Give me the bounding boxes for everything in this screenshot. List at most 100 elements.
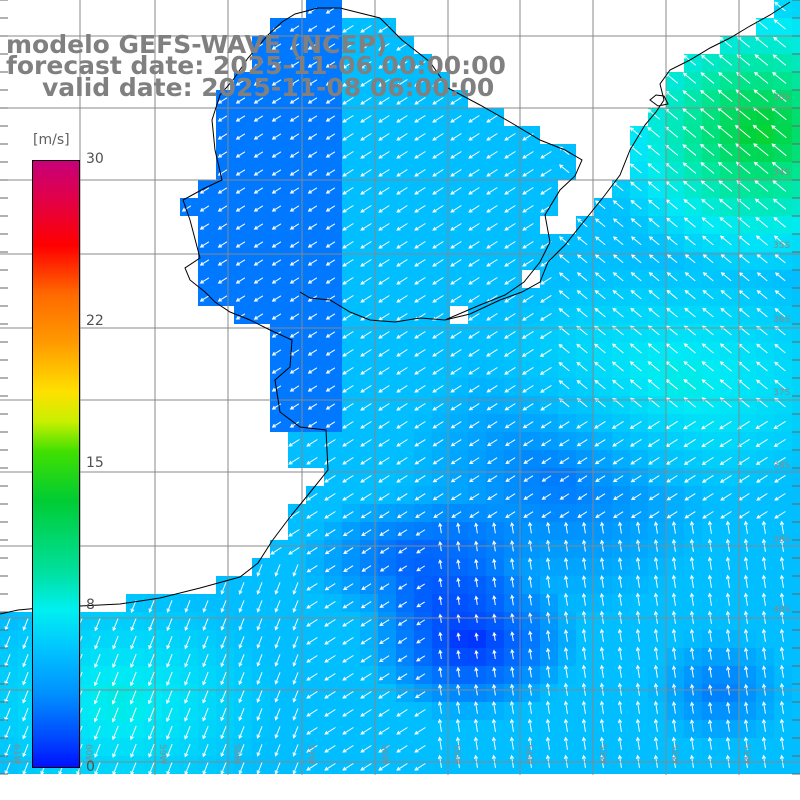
wind-arrow [432, 331, 444, 339]
wind-arrow [148, 635, 155, 650]
wind-arrow [629, 343, 642, 354]
wind-arrow [635, 646, 641, 660]
wind-arrow [274, 744, 281, 757]
wind-arrow [599, 736, 605, 750]
wind-arrow [756, 253, 768, 264]
wind-arrow [414, 331, 426, 339]
wind-arrow [611, 361, 624, 372]
wind-arrow [292, 582, 299, 595]
wind-arrow [647, 379, 660, 390]
wind-arrow [755, 438, 768, 448]
wind-cell [792, 360, 800, 378]
wind-arrow [111, 671, 119, 687]
wind-arrow [238, 672, 245, 686]
wind-arrow [379, 529, 390, 536]
wind-arrow [342, 439, 354, 447]
wind-arrow [545, 557, 551, 570]
wind-arrow [648, 457, 660, 465]
wind-arrow [630, 254, 642, 264]
wind-arrow [432, 367, 444, 375]
wind-cell [792, 450, 800, 468]
wind-arrow [325, 385, 336, 392]
wind-arrow [414, 61, 426, 69]
wind-arrow [612, 272, 624, 282]
wind-arrow [540, 421, 552, 429]
wind-arrow [148, 618, 155, 632]
wind-arrow [599, 700, 605, 714]
wind-arrow [238, 618, 245, 631]
wind-arrow [743, 736, 749, 750]
wind-arrow [576, 290, 588, 300]
wind-arrow [581, 664, 587, 678]
wind-arrow [342, 403, 354, 411]
wind-arrow [635, 592, 641, 606]
wind-arrow [378, 403, 390, 411]
longitude-labels: 61W 60W 59W 58W 57W 56W 55W 54W 53W 52W 51W [11, 744, 751, 764]
wind-arrow [595, 493, 606, 500]
wind-arrow [774, 1, 786, 12]
wind-arrow [378, 25, 390, 33]
wind-arrow [342, 241, 354, 249]
wind-arrow [256, 600, 263, 613]
wind-arrow [725, 719, 731, 732]
wind-arrow [253, 223, 264, 230]
wind-arrow [450, 493, 462, 501]
wind-arrow [217, 187, 228, 194]
wind-arrow [94, 618, 101, 632]
latitude-label: 30S [773, 93, 790, 103]
wind-arrow [433, 511, 444, 518]
wind-arrow [253, 259, 264, 266]
wind-arrow [487, 493, 498, 501]
wind-arrow [217, 241, 228, 248]
wind-arrow [130, 761, 137, 776]
wind-arrow [22, 671, 29, 686]
wind-arrow [360, 475, 372, 483]
wind-arrow [414, 493, 426, 501]
wind-arrow [647, 144, 660, 156]
wind-arrow [522, 259, 534, 267]
wind-arrow [416, 601, 426, 608]
wind-arrow [360, 367, 372, 375]
wind-arrow [581, 592, 587, 606]
wind-arrow [414, 115, 426, 123]
wind-arrow [342, 115, 354, 123]
wind-arrow [432, 457, 444, 465]
wind-arrow [398, 547, 408, 554]
wind-arrow [361, 565, 372, 572]
wind-arrow [289, 187, 300, 194]
wind-arrow [256, 672, 263, 685]
wind-arrow [755, 456, 768, 465]
wind-arrow [689, 719, 695, 732]
wind-arrow [235, 205, 246, 212]
wind-arrow [307, 259, 318, 266]
wind-arrow [184, 725, 191, 740]
wind-arrow [754, 198, 769, 210]
wind-arrow [699, 125, 715, 138]
wind-arrow [612, 379, 624, 390]
wind-arrow [647, 343, 660, 354]
wind-arrow [486, 115, 498, 123]
wind-arrow [779, 520, 785, 534]
wind-arrow [450, 421, 462, 429]
wind-arrow [238, 726, 245, 740]
longitude-label: 53W [597, 744, 607, 764]
wind-arrow [342, 655, 354, 663]
wind-arrow [397, 529, 408, 536]
wind-arrow [184, 653, 191, 668]
wind-arrow [253, 97, 264, 104]
wind-arrow [701, 343, 714, 354]
wind-arrow [509, 700, 515, 714]
wind-arrow [22, 762, 29, 776]
wind-arrow [719, 361, 732, 372]
wind-arrow [342, 511, 354, 519]
wind-cell [792, 90, 800, 108]
wind-arrow [599, 557, 605, 570]
wind-arrow [505, 511, 516, 518]
wind-arrow [396, 493, 408, 501]
wind-arrow [450, 295, 462, 303]
wind-arrow [718, 72, 733, 84]
wind-arrow [342, 583, 354, 591]
wind-arrow [726, 701, 731, 714]
wind-arrow [416, 565, 426, 572]
wind-cell [792, 342, 800, 360]
